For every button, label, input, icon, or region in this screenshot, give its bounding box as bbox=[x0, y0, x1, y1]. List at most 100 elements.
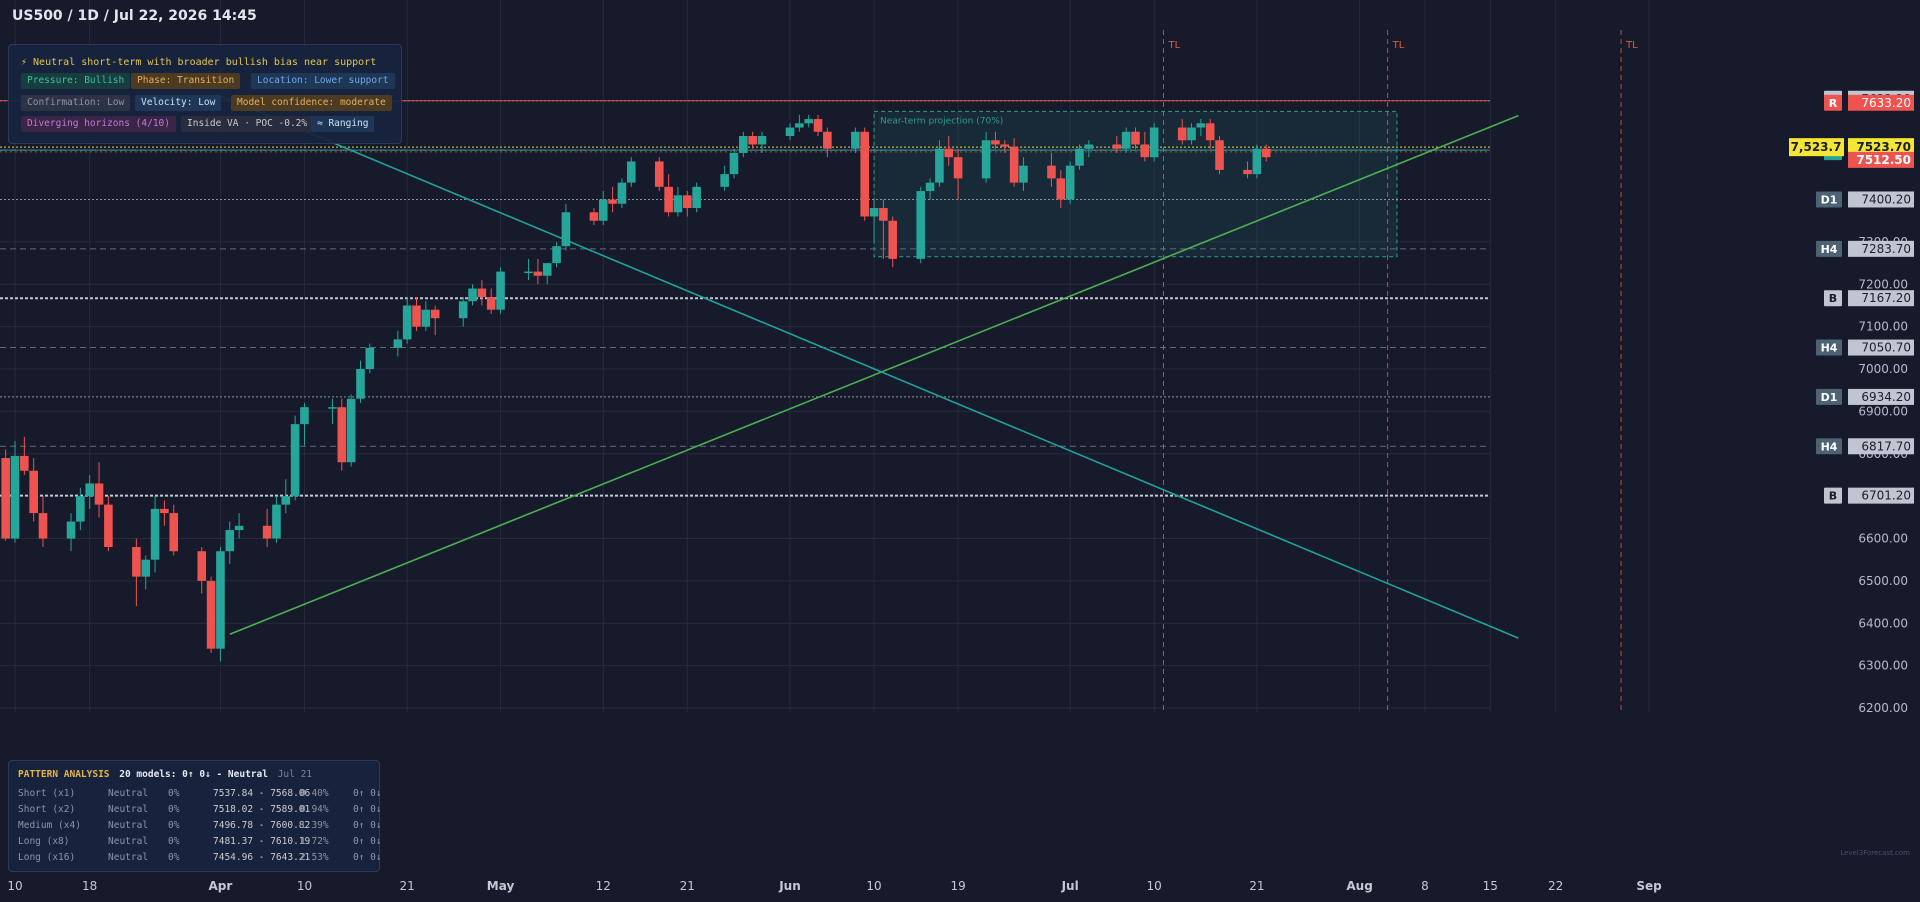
candle-body bbox=[234, 525, 244, 531]
candle bbox=[150, 496, 160, 573]
candle bbox=[272, 496, 281, 543]
candle bbox=[804, 114, 813, 128]
candle bbox=[860, 127, 870, 221]
candle-body bbox=[589, 212, 599, 221]
candle bbox=[552, 241, 561, 268]
candle-body bbox=[1121, 131, 1131, 149]
candle-body bbox=[888, 220, 898, 259]
candle-body bbox=[29, 470, 38, 514]
x-tick-label: Jun bbox=[778, 879, 801, 893]
pattern-cell: 0↑ 0↓ bbox=[353, 852, 382, 863]
candle bbox=[104, 496, 113, 552]
candle bbox=[1215, 136, 1224, 175]
y-tick-label: 7200.00 bbox=[1858, 277, 1908, 291]
pattern-cell: Short (x2) bbox=[18, 804, 76, 815]
candle bbox=[692, 182, 701, 213]
vertical-markers: TL TL TL bbox=[1163, 30, 1638, 712]
x-tick-label: 21 bbox=[680, 879, 695, 893]
candle bbox=[328, 398, 337, 425]
candle-body bbox=[953, 157, 963, 179]
candle bbox=[393, 330, 403, 357]
candle bbox=[197, 546, 207, 594]
candle-body bbox=[981, 140, 991, 179]
pattern-cell: Neutral bbox=[108, 804, 149, 815]
x-tick-label: 18 bbox=[82, 879, 97, 893]
y-tick-label: 6300.00 bbox=[1858, 659, 1908, 673]
candle-body bbox=[1112, 144, 1122, 149]
candle bbox=[496, 267, 505, 314]
candle-body bbox=[1140, 144, 1150, 158]
pattern-cell: 7496.78 - 7600.82 bbox=[213, 820, 311, 831]
candle-body bbox=[300, 407, 309, 425]
candle bbox=[991, 131, 1000, 149]
price-tag-text: B bbox=[1829, 292, 1837, 305]
price-tag-box bbox=[1816, 388, 1842, 405]
candle bbox=[1205, 119, 1215, 149]
candle-body bbox=[561, 212, 571, 247]
candle bbox=[533, 258, 543, 285]
candle-body bbox=[626, 161, 636, 183]
pattern-cell: 7481.37 - 7610.19 bbox=[213, 836, 311, 847]
price-tag-value-box bbox=[1848, 487, 1914, 504]
candle bbox=[20, 436, 29, 475]
candle-body bbox=[1187, 127, 1196, 141]
candle-body bbox=[935, 148, 944, 183]
candle bbox=[1047, 152, 1056, 187]
x-tick-label: Jul bbox=[1061, 879, 1079, 893]
candle-body bbox=[1009, 146, 1019, 183]
pattern-analysis-date: Jul 21 bbox=[277, 769, 313, 780]
candle-body bbox=[496, 271, 505, 310]
candle bbox=[785, 123, 795, 141]
pattern-cell: Long (x8) bbox=[18, 836, 70, 847]
candle-body bbox=[944, 148, 954, 158]
info-panel: ⚡ Neutral short-term with broader bullis… bbox=[8, 44, 402, 144]
candle bbox=[1149, 123, 1159, 162]
price-tag: D1 7400.20 bbox=[1816, 191, 1914, 208]
price-tag: B 6701.20 bbox=[1824, 487, 1914, 504]
price-tag: D1 6934.20 bbox=[1816, 388, 1914, 405]
candle-body bbox=[1252, 148, 1262, 175]
candle-body bbox=[1000, 144, 1010, 147]
pattern-cell: Neutral bbox=[108, 852, 149, 863]
candle bbox=[598, 191, 608, 225]
price-tag-value: 6701.20 bbox=[1861, 489, 1911, 503]
candle bbox=[160, 500, 169, 526]
x-tick-label: Sep bbox=[1636, 879, 1662, 893]
candle-body bbox=[524, 271, 533, 274]
candle-body bbox=[132, 546, 141, 577]
candle bbox=[10, 441, 20, 543]
candle-body bbox=[785, 127, 795, 137]
y-tick-label: 6500.00 bbox=[1858, 574, 1908, 588]
x-tick-label: 8 bbox=[1421, 879, 1429, 893]
current-price-value-box bbox=[1848, 138, 1914, 157]
candle bbox=[486, 288, 496, 314]
candle bbox=[356, 360, 365, 403]
candle bbox=[402, 297, 412, 344]
candle-body bbox=[1019, 165, 1028, 183]
price-tag-text: D1 bbox=[1821, 193, 1838, 206]
candle bbox=[430, 305, 440, 336]
candle-body bbox=[654, 161, 664, 187]
chart-grid bbox=[0, 0, 1650, 712]
candle-body bbox=[683, 195, 692, 209]
price-tag-box bbox=[1816, 339, 1842, 356]
candle bbox=[654, 157, 664, 192]
y-tick-label: 6200.00 bbox=[1858, 701, 1908, 715]
candle bbox=[1000, 140, 1010, 153]
price-tag-text: R bbox=[1829, 97, 1838, 110]
pattern-cell: Medium (x4) bbox=[18, 820, 81, 831]
candle bbox=[1121, 127, 1131, 153]
candle-body bbox=[206, 580, 216, 649]
chart-title: US500 / 1D / Jul 22, 2026 14:45 bbox=[12, 8, 257, 24]
candle bbox=[925, 178, 935, 200]
candle-body bbox=[869, 208, 879, 217]
pattern-cell: 0% bbox=[168, 836, 180, 847]
candle-body bbox=[1196, 123, 1206, 128]
tl-marker-label: TL bbox=[1168, 40, 1181, 51]
pattern-cell: 0% bbox=[168, 852, 180, 863]
x-tick-label: 10 bbox=[7, 879, 22, 893]
pattern-row: Short (x2) Neutral 0% 7518.02 - 7589.01 0.94… bbox=[18, 803, 382, 817]
candle bbox=[1084, 140, 1094, 158]
x-tick-label: 10 bbox=[1147, 879, 1162, 893]
candle bbox=[412, 297, 421, 331]
